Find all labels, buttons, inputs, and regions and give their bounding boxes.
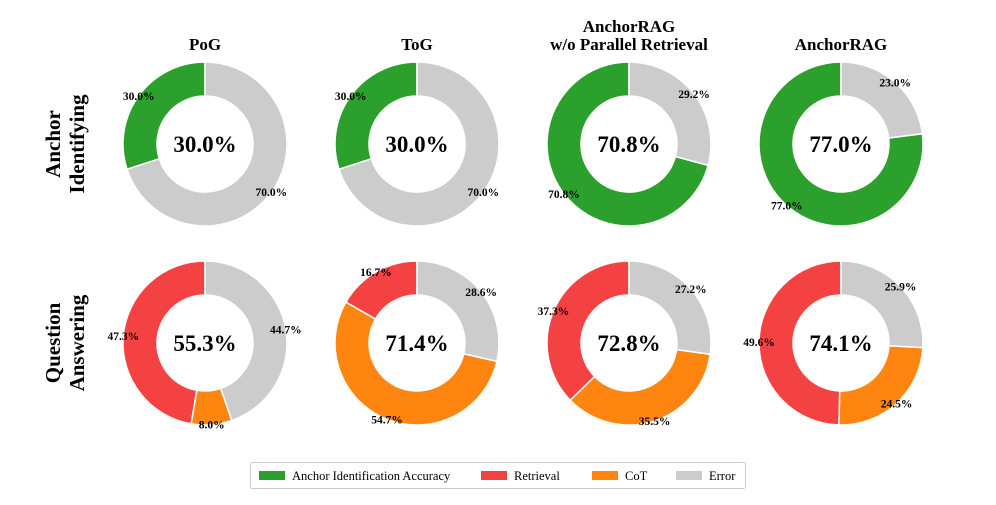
center-label: 30.0%: [173, 132, 236, 157]
legend-label-retrieval: Retrieval: [514, 469, 560, 483]
column-title-tog: ToG: [401, 35, 433, 54]
legend-label-error: Error: [709, 469, 736, 483]
legend-swatch-cot: [592, 471, 618, 480]
donut-r1-c1: 30.0% 70.0% 30.0%: [122, 61, 288, 227]
center-label: 70.8%: [597, 132, 660, 157]
row-label-question: Question: [41, 302, 65, 383]
slice-label-anchor-identification-accuracy: 30.0%: [335, 91, 367, 103]
slice-label-error: 70.0%: [468, 187, 500, 199]
slice-error: [840, 61, 924, 139]
donut-r2-c1: 47.3% 8.0% 44.7% 55.3%: [107, 260, 302, 432]
slice-cot: [190, 387, 233, 426]
donut-r2-c3: 37.3% 35.5% 27.2% 72.8%: [538, 260, 712, 428]
donut-r2-c4: 49.6% 24.5% 25.9% 74.1%: [743, 260, 924, 426]
slice-cot: [838, 344, 924, 426]
slice-error: [204, 260, 288, 422]
slice-label-cot: 8.0%: [199, 420, 225, 432]
slice-retrieval: [758, 260, 842, 426]
slice-cot: [334, 301, 498, 426]
row-label-anchor: Anchor: [41, 110, 65, 178]
legend-swatch-retrieval: [481, 471, 507, 480]
center-label: 55.3%: [173, 331, 236, 356]
slice-label-cot: 54.7%: [371, 414, 403, 426]
slice-label-retrieval: 37.3%: [538, 306, 570, 318]
legend-swatch-anchor-identification-accuracy: [259, 471, 285, 480]
legend: Anchor Identification Accuracy Retrieval C…: [250, 462, 746, 489]
column-title-anchorrag: AnchorRAG: [795, 35, 888, 54]
slice-label-error: 29.2%: [678, 89, 710, 101]
slice-label-retrieval: 16.7%: [360, 267, 392, 279]
slice-label-anchor-identification-accuracy: 30.0%: [123, 91, 155, 103]
slice-label-cot: 35.5%: [639, 416, 671, 428]
slice-label-error: 27.2%: [675, 284, 707, 296]
donut-r1-c4: 77.0% 23.0% 77.0%: [758, 61, 924, 227]
slice-label-error: 23.0%: [879, 77, 911, 89]
slice-label-error: 28.6%: [465, 287, 497, 299]
center-label: 74.1%: [809, 331, 872, 356]
slice-anchor-identification-accuracy: [546, 61, 710, 227]
center-label: 30.0%: [385, 132, 448, 157]
slice-error: [338, 61, 500, 227]
slice-label-anchor-identification-accuracy: 77.0%: [771, 201, 803, 213]
slice-anchor-identification-accuracy: [758, 61, 924, 227]
column-title-pog: PoG: [189, 35, 221, 54]
slice-cot: [569, 348, 712, 426]
slice-error: [628, 260, 712, 356]
slice-label-anchor-identification-accuracy: 70.8%: [548, 189, 580, 201]
donut-r2-c2: 16.7% 54.7% 28.6% 71.4%: [334, 260, 500, 426]
center-label: 77.0%: [809, 132, 872, 157]
legend-label-cot: CoT: [625, 469, 648, 483]
slice-retrieval: [546, 260, 630, 402]
slice-retrieval: [122, 260, 206, 425]
slice-error: [126, 61, 288, 227]
slice-label-error: 44.7%: [270, 324, 302, 336]
donut-r1-c3: 70.8% 29.2% 70.8%: [546, 61, 712, 227]
slice-anchor-identification-accuracy: [122, 61, 206, 171]
slice-label-retrieval: 47.3%: [107, 331, 139, 343]
row-label-identifying: Identifying: [65, 94, 89, 194]
column-title-anchorrag-line-2: w/o Parallel Retrieval: [550, 35, 708, 54]
row-label-answering: Answering: [65, 294, 89, 391]
slice-label-error: 25.9%: [885, 282, 917, 294]
slice-error: [840, 260, 924, 349]
center-label: 71.4%: [385, 331, 448, 356]
slice-label-cot: 24.5%: [881, 398, 913, 410]
column-title-anchorrag-line-1: AnchorRAG: [583, 17, 676, 36]
legend-label-anchor-identification-accuracy: Anchor Identification Accuracy: [292, 469, 451, 483]
slice-error: [416, 260, 500, 363]
legend-swatch-error: [676, 471, 702, 480]
center-label: 72.8%: [597, 331, 660, 356]
slice-label-error: 70.0%: [256, 187, 288, 199]
slice-error: [628, 61, 712, 167]
slice-anchor-identification-accuracy: [334, 61, 418, 171]
slice-label-retrieval: 49.6%: [743, 337, 775, 349]
donut-r1-c2: 30.0% 70.0% 30.0%: [334, 61, 500, 227]
